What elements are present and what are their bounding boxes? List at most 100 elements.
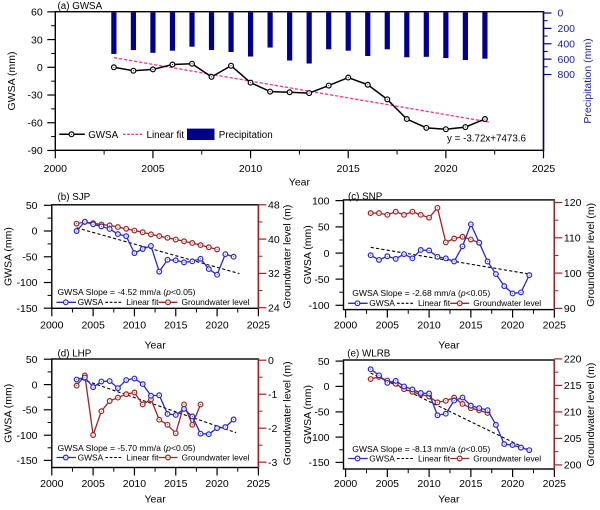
svg-text:210: 210 [564, 407, 582, 419]
svg-text:-150: -150 [308, 457, 329, 469]
svg-text:GWSA Slope = -5.70 mm/a (p<0.0: GWSA Slope = -5.70 mm/a (p<0.05) [58, 443, 196, 453]
svg-text:Groundwater level: Groundwater level [182, 297, 250, 307]
svg-text:Groundwater level: Groundwater level [473, 298, 541, 308]
svg-text:2005: 2005 [141, 163, 165, 175]
svg-text:2020: 2020 [501, 478, 525, 490]
svg-text:100: 100 [564, 268, 582, 280]
svg-text:2005: 2005 [376, 478, 400, 490]
svg-text:2005: 2005 [81, 319, 105, 331]
svg-text:2010: 2010 [123, 478, 147, 490]
svg-text:-3: -3 [268, 457, 277, 469]
svg-text:600: 600 [558, 54, 576, 66]
svg-text:-30: -30 [28, 90, 43, 102]
svg-text:Precipitation: Precipitation [219, 130, 273, 141]
svg-text:2010: 2010 [417, 478, 441, 490]
svg-text:-100: -100 [308, 300, 329, 312]
svg-text:(a) GWSA: (a) GWSA [58, 1, 103, 12]
svg-text:GWSA (mm): GWSA (mm) [6, 52, 18, 111]
svg-text:2025: 2025 [247, 319, 271, 331]
svg-text:GWSA (mm): GWSA (mm) [3, 227, 15, 286]
svg-text:Precipitation (mm): Precipitation (mm) [582, 38, 594, 123]
svg-text:-150: -150 [16, 455, 37, 467]
svg-text:2010: 2010 [239, 163, 263, 175]
svg-text:2015: 2015 [164, 478, 188, 490]
svg-text:Year: Year [438, 340, 460, 352]
svg-text:2000: 2000 [40, 478, 64, 490]
svg-text:2020: 2020 [205, 319, 229, 331]
svg-text:24: 24 [268, 302, 280, 314]
svg-text:Year: Year [144, 340, 166, 352]
svg-text:(e) WLRB: (e) WLRB [347, 349, 390, 360]
svg-text:Year: Year [289, 176, 311, 188]
svg-text:GWSA Slope = -2.68 mm/a (p<0.0: GWSA Slope = -2.68 mm/a (p<0.05) [352, 288, 490, 298]
svg-text:220: 220 [564, 354, 582, 366]
svg-text:2015: 2015 [164, 319, 188, 331]
svg-text:0: 0 [37, 62, 43, 74]
svg-text:-100: -100 [16, 277, 37, 289]
svg-text:GWSA (mm): GWSA (mm) [302, 225, 314, 284]
svg-text:0: 0 [32, 226, 38, 238]
svg-text:GWSA (mm): GWSA (mm) [302, 385, 314, 444]
svg-text:50: 50 [318, 356, 330, 368]
svg-text:Groundwater level: Groundwater level [182, 452, 250, 462]
svg-text:30: 30 [31, 34, 43, 46]
svg-text:Groundwater level (m): Groundwater level (m) [281, 205, 293, 309]
svg-text:2015: 2015 [459, 478, 483, 490]
svg-text:Linear fit: Linear fit [418, 453, 451, 463]
svg-text:GWSA Slope = -8.13 mm/a (p<0.0: GWSA Slope = -8.13 mm/a (p<0.05) [352, 444, 490, 454]
svg-text:Linear fit: Linear fit [147, 130, 185, 141]
svg-text:-90: -90 [28, 145, 43, 157]
svg-text:110: 110 [564, 233, 581, 245]
svg-text:GWSA Slope = -4.52 mm/a (p<0.0: GWSA Slope = -4.52 mm/a (p<0.05) [58, 287, 196, 297]
svg-text:2025: 2025 [247, 478, 271, 490]
svg-text:0: 0 [32, 379, 38, 391]
svg-text:32: 32 [268, 268, 280, 280]
svg-text:-1: -1 [268, 389, 277, 401]
svg-text:2000: 2000 [40, 319, 64, 331]
svg-text:50: 50 [318, 222, 330, 234]
svg-text:100: 100 [312, 195, 330, 207]
svg-text:Linear fit: Linear fit [126, 452, 159, 462]
svg-text:2020: 2020 [501, 319, 525, 331]
svg-text:2000: 2000 [334, 478, 358, 490]
svg-text:200: 200 [564, 460, 582, 472]
svg-text:-100: -100 [16, 430, 37, 442]
svg-text:0: 0 [324, 381, 330, 393]
svg-text:GWSA: GWSA [78, 452, 104, 462]
svg-text:GWSA: GWSA [78, 297, 104, 307]
svg-text:2010: 2010 [123, 319, 147, 331]
svg-text:Groundwater level (m): Groundwater level (m) [585, 203, 597, 307]
svg-text:48: 48 [268, 200, 280, 212]
svg-text:GWSA: GWSA [369, 298, 395, 308]
svg-text:Linear fit: Linear fit [418, 298, 451, 308]
svg-text:2020: 2020 [205, 478, 229, 490]
svg-text:(c) SNP: (c) SNP [348, 191, 383, 202]
svg-text:50: 50 [26, 200, 38, 212]
svg-text:y = -3.72x+7473.6: y = -3.72x+7473.6 [447, 134, 527, 145]
svg-text:90: 90 [564, 303, 576, 315]
svg-text:GWSA: GWSA [369, 453, 395, 463]
svg-text:-50: -50 [314, 274, 329, 286]
svg-text:2025: 2025 [543, 319, 567, 331]
svg-text:2015: 2015 [337, 163, 361, 175]
svg-text:GWSA: GWSA [88, 130, 118, 141]
svg-text:205: 205 [564, 433, 582, 445]
svg-text:Groundwater level: Groundwater level [473, 453, 541, 463]
svg-text:-50: -50 [314, 407, 329, 419]
svg-text:-60: -60 [28, 117, 43, 129]
svg-text:40: 40 [268, 234, 280, 246]
svg-text:60: 60 [31, 7, 43, 19]
svg-text:50: 50 [26, 354, 38, 366]
svg-text:0: 0 [268, 355, 274, 367]
svg-text:2025: 2025 [543, 478, 567, 490]
svg-text:2010: 2010 [417, 319, 441, 331]
svg-text:120: 120 [564, 197, 582, 209]
svg-text:GWSA (mm): GWSA (mm) [3, 384, 15, 443]
svg-text:-100: -100 [308, 432, 329, 444]
svg-text:-50: -50 [22, 252, 37, 264]
svg-text:2015: 2015 [459, 319, 483, 331]
svg-text:(d) LHP: (d) LHP [58, 348, 92, 359]
svg-text:Groundwater level (m): Groundwater level (m) [281, 361, 293, 465]
svg-text:(b) SJP: (b) SJP [58, 192, 91, 203]
svg-text:800: 800 [558, 69, 576, 81]
